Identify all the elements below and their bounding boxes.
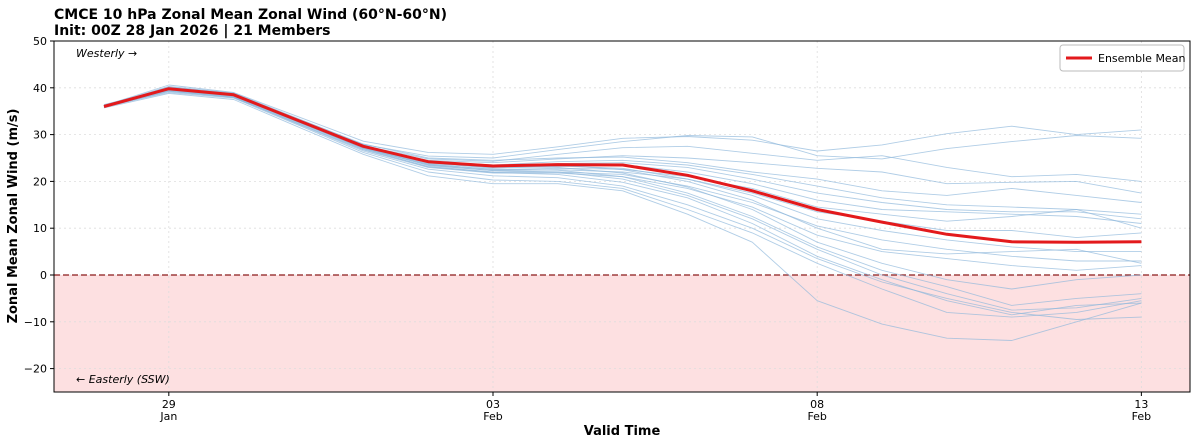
member-line [103,89,1142,306]
y-tick-label: 30 [33,129,47,142]
member-line [103,92,1142,341]
legend-label: Ensemble Mean [1098,52,1185,65]
chart-title: CMCE 10 hPa Zonal Mean Zonal Wind (60°N-… [54,7,447,23]
y-tick-label: −20 [24,363,47,376]
y-tick-label: −10 [24,316,47,329]
easterly-region [54,275,1190,392]
y-tick-label: 10 [33,222,47,235]
y-tick-label: 0 [40,269,47,282]
x-tick-label: 29 Jan [159,398,177,423]
member-line [103,92,1142,318]
chart-subtitle: Init: 00Z 28 Jan 2026 | 21 Members [54,23,330,39]
x-axis-label: Valid Time [584,424,661,439]
mean-line [103,87,1142,244]
member-line [103,86,1142,203]
x-tick-label: 08 Feb [807,398,826,423]
member-line [103,90,1142,320]
member-line [103,86,1142,160]
member-line [103,84,1142,155]
x-tick-label: 03 Feb [483,398,502,423]
member-line [103,91,1142,271]
x-tick-label: 13 Feb [1132,398,1151,423]
y-tick-label: 50 [33,35,47,48]
legend-box [1059,44,1185,72]
y-axis-label: Zonal Mean Zonal Wind (m/s) [6,109,21,324]
y-tick-label: 20 [33,175,47,188]
plot-frame [53,40,1191,393]
annotation: ← Easterly (SSW) [76,373,170,386]
y-tick-label: 40 [33,82,47,95]
member-line [103,90,1142,262]
annotation: Westerly → [76,47,137,60]
